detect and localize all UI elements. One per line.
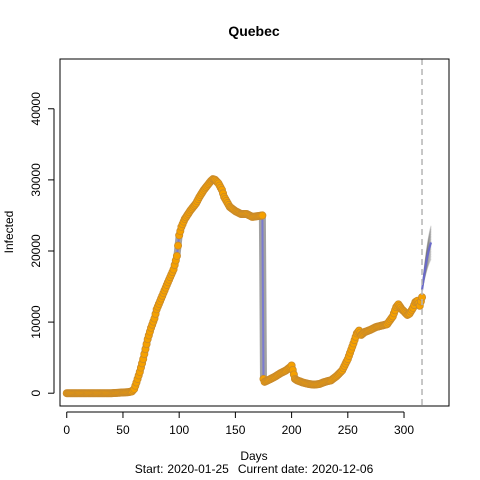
data-point: [174, 241, 183, 250]
x-tick-label: 0: [63, 423, 70, 437]
current-label: Current date:: [238, 462, 308, 476]
observed-points: [62, 175, 427, 398]
y-tick-label: 30000: [29, 163, 43, 197]
chart-title: Quebec: [228, 23, 280, 39]
x-tick-label: 300: [394, 423, 414, 437]
x-tick-label: 200: [282, 423, 302, 437]
x-tick-label: 100: [169, 423, 189, 437]
x-tick-label: 150: [225, 423, 245, 437]
y-tick-label: 40000: [29, 92, 43, 126]
current-date: 2020-12-06: [312, 462, 374, 476]
projection-median: [420, 242, 433, 291]
x-axis-label: Days: [240, 449, 267, 463]
start-label: Start:: [135, 462, 164, 476]
x-tick-label: 50: [116, 423, 130, 437]
y-axis-label: Infected: [2, 211, 16, 254]
projection-band: [420, 225, 433, 291]
start-date: 2020-01-25: [167, 462, 229, 476]
data-point: [172, 251, 181, 260]
y-tick-label: 20000: [29, 234, 43, 268]
y-tick-label: 0: [29, 390, 43, 397]
y-tick-label: 10000: [29, 305, 43, 339]
y-axis: 0 10000 20000 30000 40000: [29, 92, 55, 397]
x-tick-label: 250: [338, 423, 358, 437]
x-axis: 0 50 100 150 200 250 300: [63, 411, 414, 437]
footer-dates: Start: 2020-01-25 Current date: 2020-12-06: [135, 462, 374, 476]
plot-frame: [59, 58, 450, 407]
data-point: [258, 211, 267, 220]
